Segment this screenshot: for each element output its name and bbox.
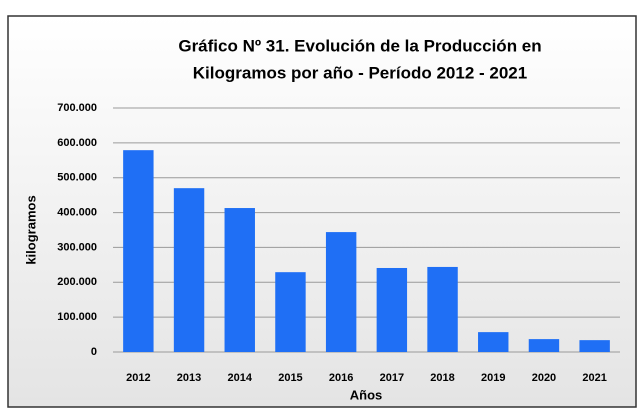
x-tick-label: 2019 xyxy=(481,372,505,384)
y-tick-label: 500.000 xyxy=(57,172,97,184)
y-tick-label: 100.000 xyxy=(57,311,97,323)
bar xyxy=(173,188,205,352)
bar xyxy=(579,340,610,352)
bar xyxy=(224,208,255,352)
x-tick-label: 2014 xyxy=(228,372,253,384)
x-tick-label: 2013 xyxy=(177,372,201,384)
x-tick-label: 2018 xyxy=(430,372,454,384)
y-axis-label: kilogramos xyxy=(23,195,38,264)
y-tick-label: 600.000 xyxy=(57,137,97,149)
x-tick-label: 2021 xyxy=(582,372,606,384)
bar xyxy=(478,332,509,352)
x-tick-label: 2020 xyxy=(532,372,556,384)
chart-title: Gráfico Nº 31. Evolución de la Producció… xyxy=(178,36,541,55)
x-tick-label: 2015 xyxy=(278,372,302,384)
bar xyxy=(123,150,154,352)
bar xyxy=(275,272,306,352)
bar xyxy=(376,267,408,352)
y-tick-label: 200.000 xyxy=(57,276,97,288)
chart-title: Kilogramos por año - Período 2012 - 2021 xyxy=(193,63,527,82)
bar xyxy=(325,232,357,352)
x-tick-label: 2017 xyxy=(380,372,404,384)
x-tick-label: 2016 xyxy=(329,372,353,384)
y-tick-label: 400.000 xyxy=(57,206,97,218)
x-tick-label: 2012 xyxy=(126,372,150,384)
bar xyxy=(528,339,560,352)
y-tick-label: 700.000 xyxy=(57,102,97,114)
y-tick-label: 0 xyxy=(91,346,97,358)
y-tick-label: 300.000 xyxy=(57,241,97,253)
x-axis-label: Años xyxy=(350,387,383,402)
bar xyxy=(427,266,458,352)
